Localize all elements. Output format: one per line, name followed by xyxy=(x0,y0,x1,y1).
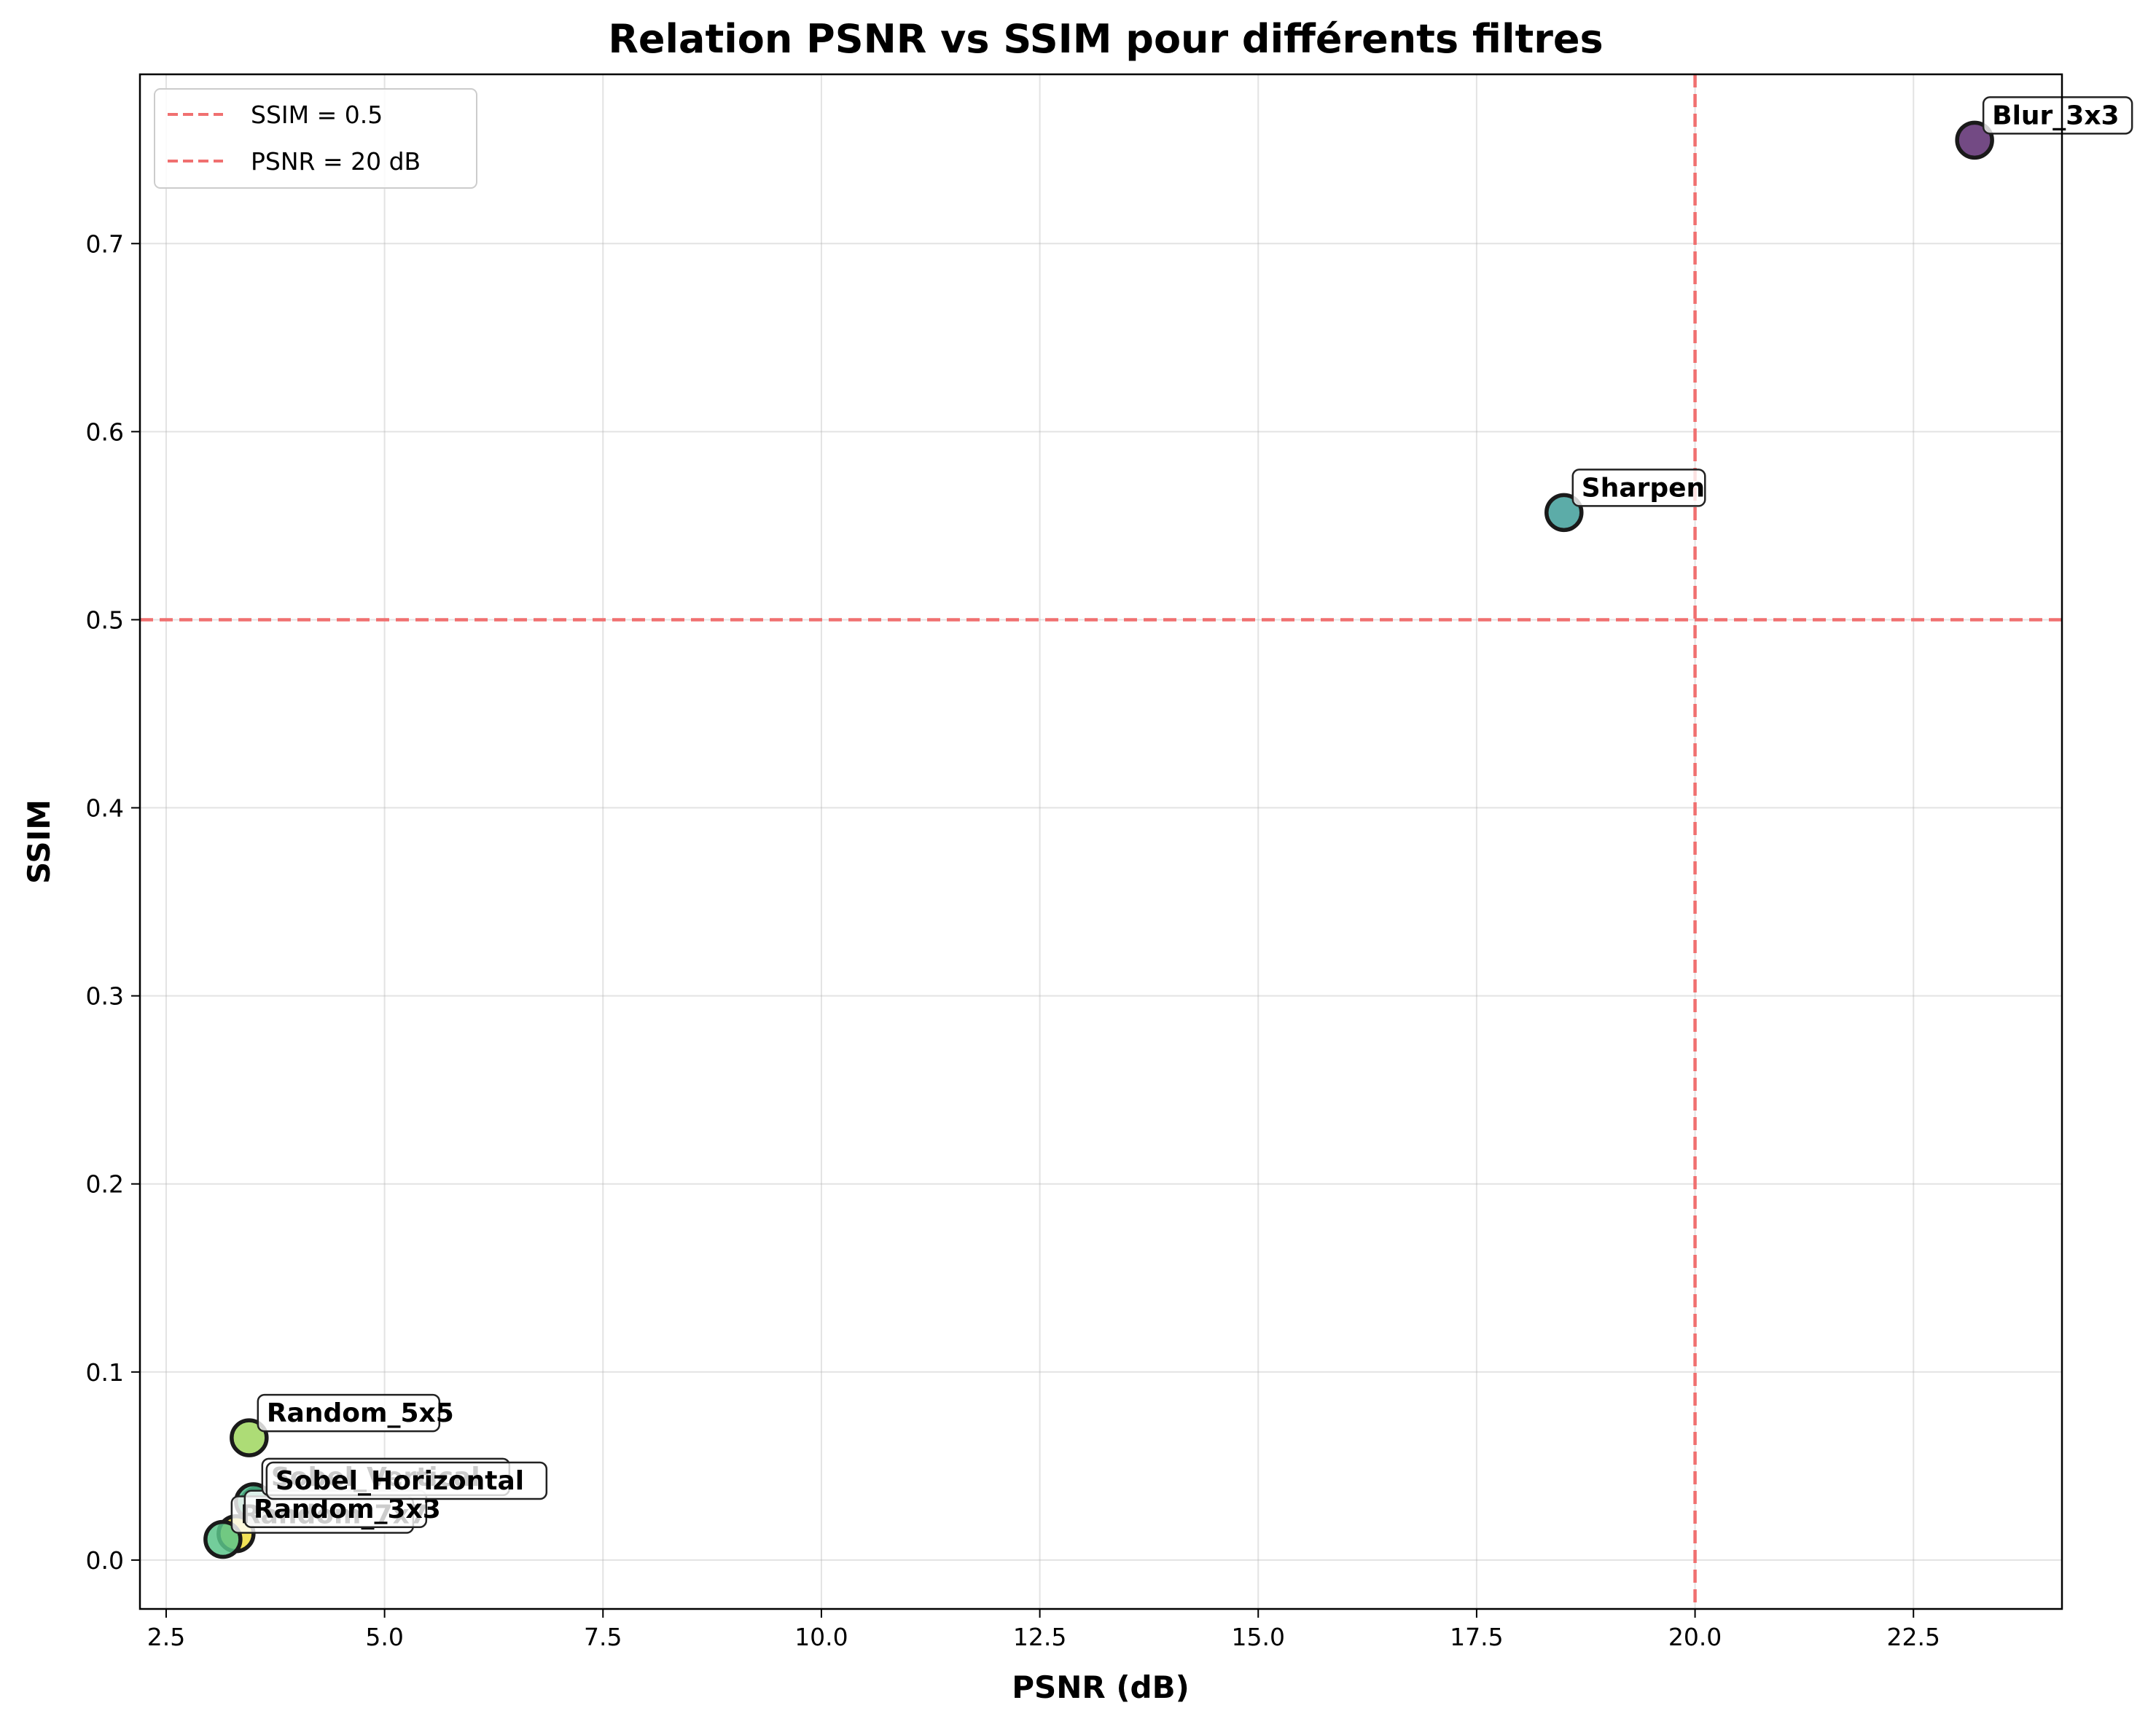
x-tick-label: 5.0 xyxy=(365,1623,403,1651)
x-tick-label: 7.5 xyxy=(584,1623,622,1651)
data-point xyxy=(1544,493,1584,533)
annotation-label: Sharpen xyxy=(1582,473,1705,503)
annotation-label: Sobel_Horizontal xyxy=(276,1466,524,1496)
annotation-box xyxy=(1571,469,1706,507)
annotation-random-5x5: Random_5x5 xyxy=(257,1393,454,1433)
annotation-box xyxy=(265,1461,548,1500)
y-tick-label: 0.4 xyxy=(86,794,124,823)
y-tick-label: 0.7 xyxy=(86,230,124,258)
annotation-sobel-horizontal: Sobel_Horizontal xyxy=(265,1461,548,1500)
annotation-label: Blur_3x3 xyxy=(1992,101,2119,130)
x-tick-label: 10.0 xyxy=(794,1623,848,1651)
x-tick-label: 2.5 xyxy=(147,1623,185,1651)
y-tick-label: 0.1 xyxy=(86,1358,124,1387)
x-tick-label: 15.0 xyxy=(1232,1623,1285,1651)
annotation-box xyxy=(257,1393,441,1433)
x-axis-label: PSNR (dB) xyxy=(1012,1669,1190,1705)
annotation-box xyxy=(1982,96,2133,135)
annotation-label: Random_5x5 xyxy=(267,1398,454,1428)
plot-frame xyxy=(138,73,2063,1610)
y-tick-label: 0.2 xyxy=(86,1170,124,1199)
y-tick-label: 0.6 xyxy=(86,418,124,446)
legend-box xyxy=(154,88,477,189)
data-points xyxy=(203,120,1994,1559)
y-tick-label: 0.3 xyxy=(86,982,124,1011)
chart-title: Relation PSNR vs SSIM pour différents fi… xyxy=(608,16,1603,62)
data-point xyxy=(1955,120,1994,160)
legend-label-psnr: PSNR = 20 dB xyxy=(251,147,421,176)
reference-lines xyxy=(140,74,2062,1609)
grid-lines xyxy=(140,74,2062,1609)
legend: SSIM = 0.5 PSNR = 20 dB xyxy=(154,88,477,189)
x-tick-label: 17.5 xyxy=(1450,1623,1503,1651)
x-tick-label: 12.5 xyxy=(1013,1623,1066,1651)
x-tick-label: 22.5 xyxy=(1886,1623,1940,1651)
y-axis-label: SSIM xyxy=(21,799,57,884)
point-annotations: Random_7x7Random_3x3Sobel_VerticalSobel_… xyxy=(230,96,2133,1534)
data-point xyxy=(203,1519,243,1559)
x-tick-label: 20.0 xyxy=(1668,1623,1722,1651)
y-tick-label: 0.5 xyxy=(86,606,124,634)
annotation-sharpen: Sharpen xyxy=(1571,469,1706,507)
annotation-blur-3x3: Blur_3x3 xyxy=(1982,96,2133,135)
axis-ticks: 2.5 5.0 7.5 10.0 12.5 15.0 17.5 20.0 22.5 0.0 0.1 0… xyxy=(86,230,1940,1651)
y-tick-label: 0.0 xyxy=(86,1546,124,1575)
data-point xyxy=(230,1418,269,1457)
legend-label-ssim: SSIM = 0.5 xyxy=(251,101,383,129)
